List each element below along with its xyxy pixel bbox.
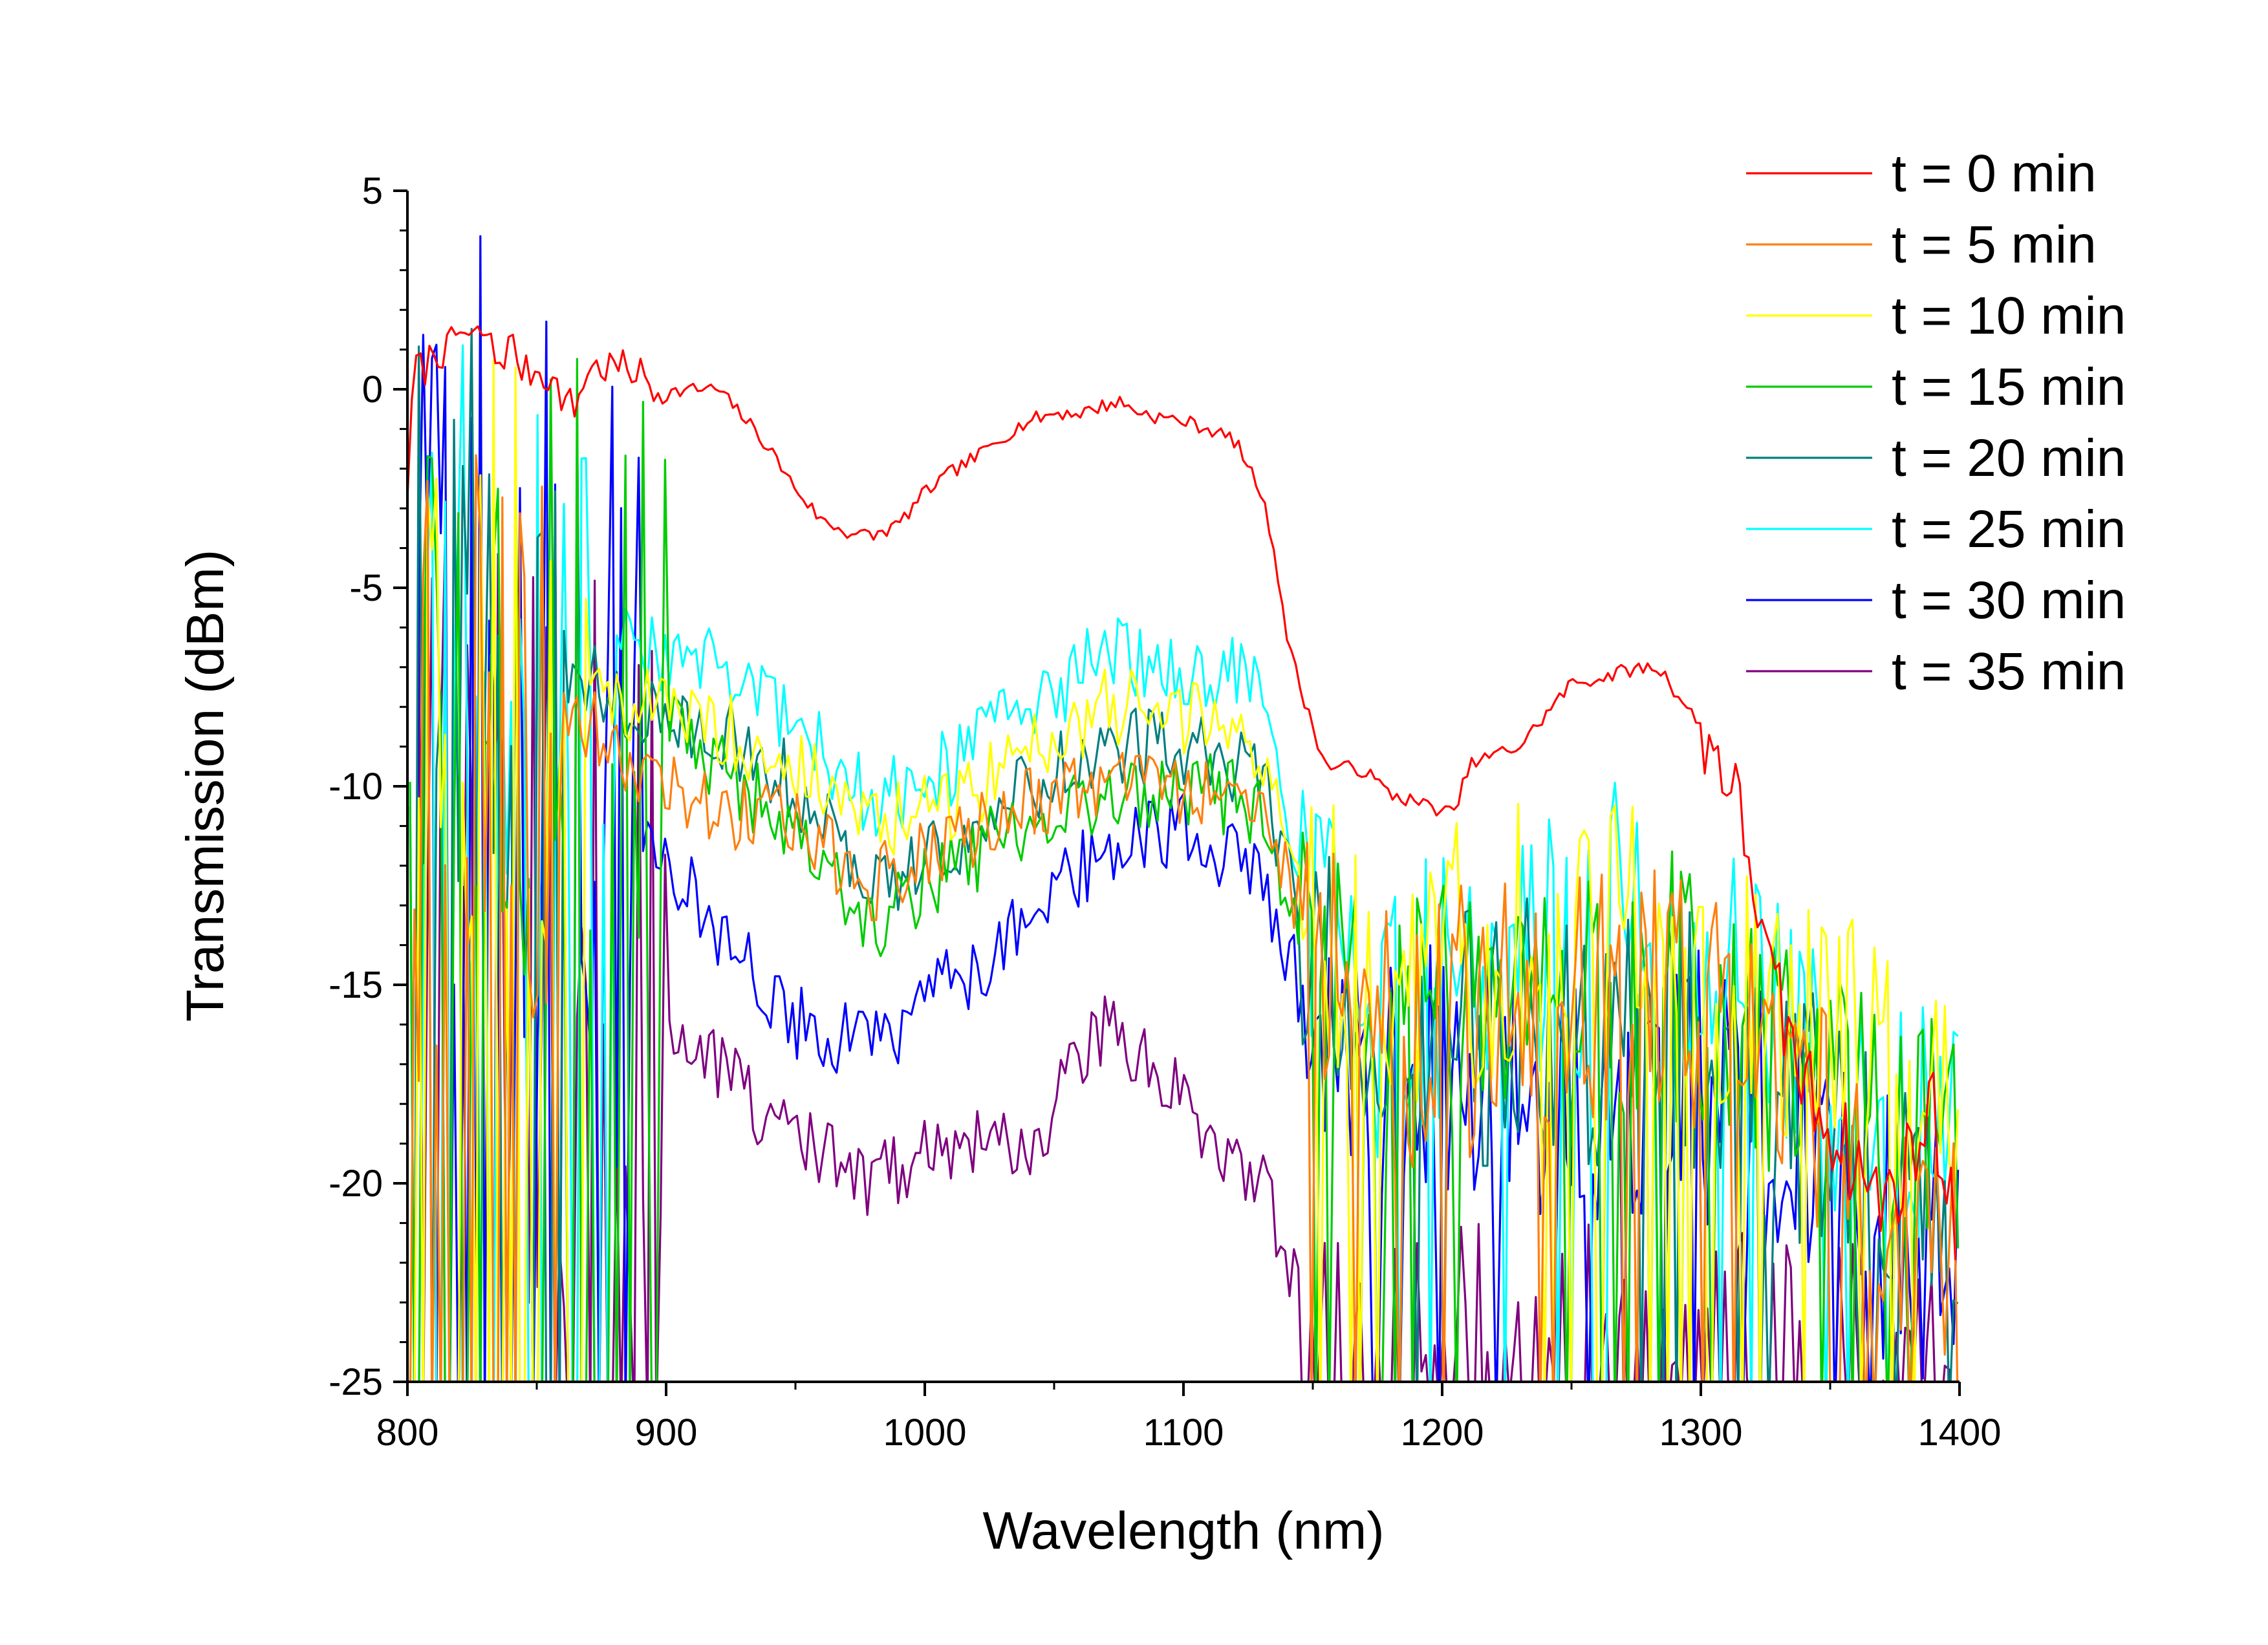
legend-label: t = 15 min — [1892, 358, 2126, 416]
legend-label: t = 5 min — [1892, 215, 2097, 274]
series-line-t-0-min — [407, 325, 1957, 1260]
legend-label: t = 35 min — [1892, 642, 2126, 701]
x-tick-label: 1000 — [883, 1412, 966, 1454]
y-tick-label: -15 — [329, 964, 383, 1006]
series-line-t-15-min — [409, 358, 1960, 1382]
x-tick-label: 1300 — [1659, 1412, 1742, 1454]
legend-label: t = 25 min — [1892, 500, 2126, 559]
y-tick-label: -20 — [329, 1163, 383, 1205]
y-axis-title: Transmission (dBm) — [176, 550, 235, 1022]
y-tick-label: -25 — [329, 1361, 383, 1403]
series-line-t-5-min — [409, 454, 1959, 1382]
axes — [393, 189, 1961, 1396]
y-tick-label: -5 — [349, 567, 383, 609]
x-axis-title: Wavelength (nm) — [982, 1501, 1384, 1560]
series-line-t-35-min — [413, 531, 1960, 1382]
legend-label: t = 20 min — [1892, 429, 2126, 488]
y-tick-label: 5 — [362, 170, 383, 212]
x-tick-label: 1200 — [1400, 1412, 1484, 1454]
x-tick-label: 800 — [376, 1412, 439, 1454]
x-tick-label: 900 — [635, 1412, 698, 1454]
series-line-t-10-min — [413, 359, 1960, 1382]
legend: t = 0 min t = 5 min t = 10 min t = 15 min t … — [1746, 144, 2126, 701]
legend-label: t = 0 min — [1892, 144, 2097, 203]
series-layer — [407, 235, 1960, 1382]
y-tick-label: -10 — [329, 766, 383, 808]
y-tick-label: 0 — [362, 369, 383, 411]
legend-label: t = 10 min — [1892, 286, 2126, 345]
legend-label: t = 30 min — [1892, 571, 2126, 630]
x-tick-label: 1400 — [1917, 1412, 2001, 1454]
tick-labels: 800 900 1000 1100 1200 1300 1400 5 0 -5 -10 -15 -20 -… — [329, 170, 2001, 1454]
x-tick-label: 1100 — [1143, 1412, 1224, 1454]
